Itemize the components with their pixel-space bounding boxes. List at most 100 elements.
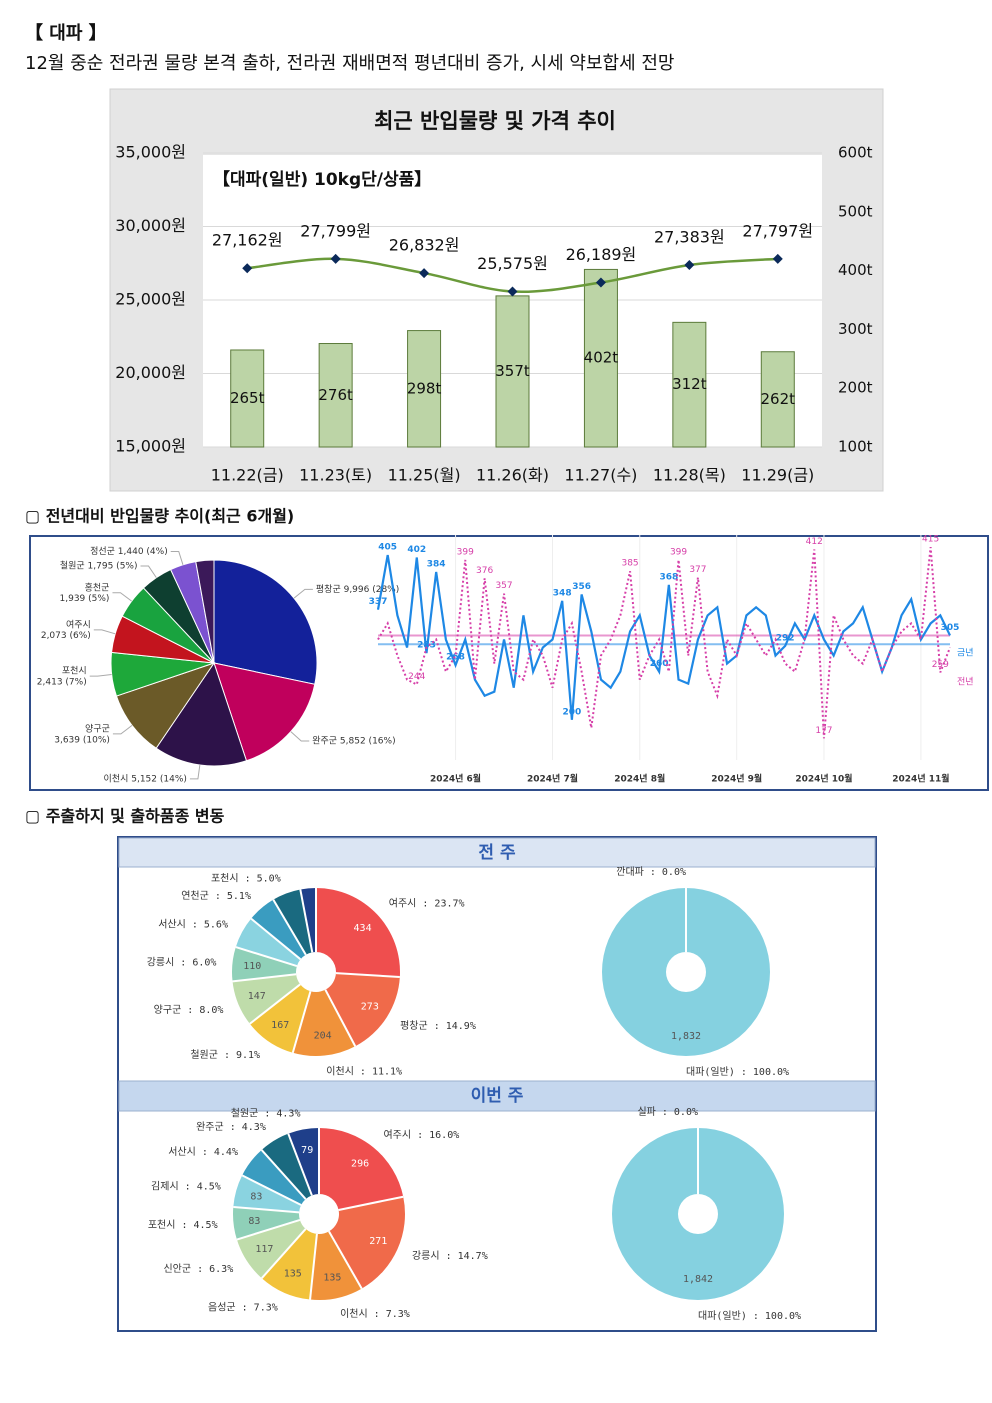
slice-separator [272,899,307,956]
y-tick-label: 15,000원 [115,437,186,456]
x-tick-label: 2024년 10월 [795,773,852,785]
point-label: 415 [922,535,939,545]
point-label: 377 [689,565,706,575]
donut-slice [249,984,311,1053]
panel-header [118,837,876,868]
legend-label: 전년 [957,677,974,688]
donut-slice [292,989,356,1056]
leader-line [293,588,313,599]
donut-slice [233,1206,300,1240]
bar [407,330,442,448]
slice-label: 여주시 2,073 (6%) [41,618,91,641]
slice-separator [335,972,400,978]
bar-label: 265t [230,389,265,407]
slice-separator [309,1233,318,1300]
point-label: 200 [562,707,581,717]
donut-slice [251,899,306,960]
slice-label: 신안군 : 6.3% [163,1263,233,1275]
slice-separator [250,917,302,961]
leader-line [290,731,310,742]
y2-tick-label: 200t [838,379,873,397]
slice-separator [241,1174,302,1206]
slice-label: 양구군 3,639 (10%) [54,723,110,745]
slice-label: 실파 : 0.0% [637,1106,698,1118]
slice-label: 대파(일반) : 100.0% [698,1310,801,1322]
price-marker [684,259,695,270]
y-tick-label: 20,000원 [115,363,186,382]
slice-label: 김제시 : 4.5% [151,1180,221,1192]
point-label: 259 [932,660,949,670]
slice-label: 정선군 1,440 (4%) [90,546,168,557]
x-tick-label: 11.29(금) [741,466,814,485]
donut-slice [232,974,301,1024]
slice-label: 홍천군 1,939 (5%) [60,581,110,604]
x-tick-label: 2024년 7월 [527,773,578,785]
slice-value: 273 [361,1002,379,1013]
pie-slice [213,662,316,762]
slice-label: 완주군 5,852 (16%) [312,735,395,746]
price-marker [595,277,606,288]
slice-value: 135 [284,1268,302,1279]
point-label: 402 [407,545,426,555]
point-label: 283 [417,641,436,651]
point-label: 268 [446,653,465,663]
x-tick-label: 2024년 6월 [430,773,481,785]
point-label: 348 [553,588,572,598]
x-tick-label: 11.26(화) [476,466,549,485]
price-marker [772,253,783,264]
slice-label: 완주군 : 4.3% [196,1121,266,1133]
y2-tick-label: 600t [838,144,873,162]
slice-separator [232,973,297,983]
legend-label: 금년 [957,648,974,659]
donut-slice [261,1133,312,1200]
slice-label: 서산시 : 5.6% [158,919,228,931]
slice-value: 167 [271,1020,289,1031]
slice-label: 이천시 5,152 (14%) [104,773,187,784]
point-label: 357 [495,581,512,591]
slice-value: 204 [314,1031,332,1042]
leader-line [170,550,184,565]
pie-slice [195,559,215,664]
point-label: 399 [670,547,687,557]
x-tick-label: 11.27(수) [564,466,637,485]
bar-label: 357t [495,362,530,380]
slice-separator [287,1133,313,1196]
slice-separator [249,983,301,1025]
slice-value: 1,832 [671,1031,701,1042]
slice-separator [260,1149,307,1200]
slice-label: 이천시 : 11.1% [326,1065,402,1077]
bar [230,349,265,448]
price-label: 27,799원 [300,221,371,240]
y-tick-label: 35,000원 [115,143,186,162]
point-label: 292 [776,633,795,643]
section-title: ▢ 주출하지 및 출하품종 변동 [25,807,225,826]
point-label: 356 [572,582,591,592]
price-marker [419,268,430,279]
y2-tick-label: 300t [838,320,873,338]
donut-slice [316,888,400,977]
donut-slice [231,947,297,982]
x-tick-label: 11.23(토) [299,466,372,485]
price-label: 25,575원 [477,254,548,273]
price-marker [507,286,518,297]
series-line [376,554,951,720]
point-label: 399 [457,547,474,557]
x-tick-label: 11.22(금) [211,466,284,485]
slice-label: 철원군 : 4.3% [231,1108,301,1120]
x-tick-label: 11.25(월) [388,466,461,485]
price-label: 26,189원 [566,245,637,264]
donut-slice [325,973,400,1047]
panel-header [118,1080,876,1112]
leader-line [89,674,112,677]
price-label: 27,797원 [742,221,813,240]
slice-value: 147 [248,991,266,1002]
point-label: 385 [621,559,638,569]
page-title: 【 대파 】 [25,23,107,44]
slice-label: 깐대파 : 0.0% [616,866,686,878]
point-label: 244 [408,672,425,682]
point-label: 177 [815,726,832,736]
bar [495,295,530,448]
bar-label: 262t [761,390,796,408]
slice-label: 이천시 : 7.3% [340,1308,410,1320]
